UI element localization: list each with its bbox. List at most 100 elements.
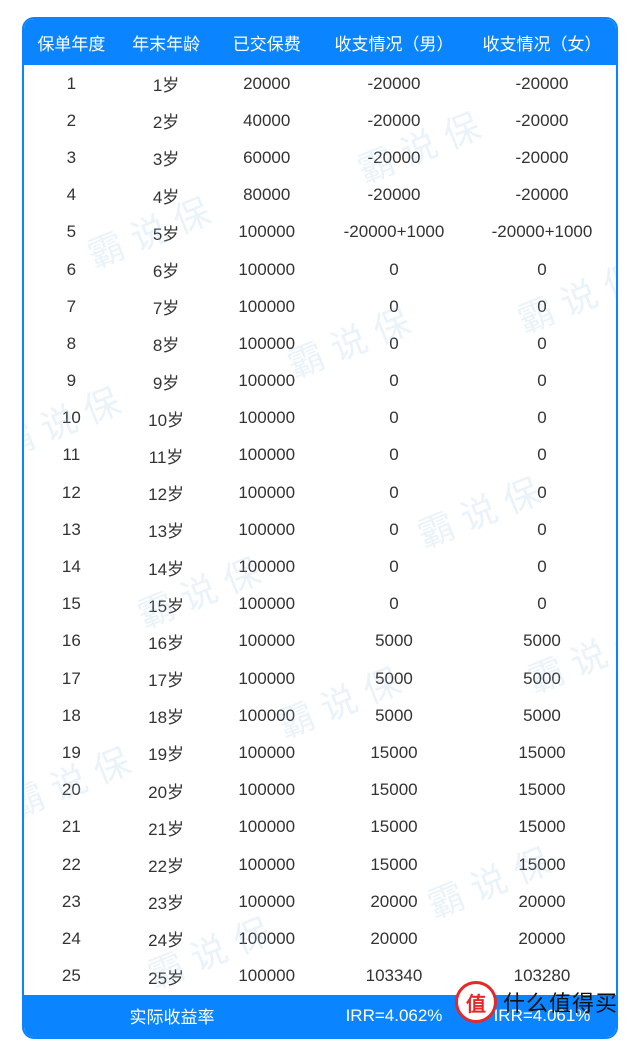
table-row: 1818岁10000050005000 bbox=[24, 697, 616, 734]
table-cell: 100000 bbox=[213, 297, 320, 317]
table-cell: 5000 bbox=[468, 631, 616, 651]
table-cell: 100000 bbox=[213, 445, 320, 465]
table-cell: 0 bbox=[468, 483, 616, 503]
footer-irr-male: IRR=4.062% bbox=[320, 1006, 468, 1026]
col-header-yearend-age: 年末年龄 bbox=[119, 30, 214, 55]
table-row: 1212岁10000000 bbox=[24, 474, 616, 511]
table-cell: 0 bbox=[468, 445, 616, 465]
table-cell: 8 bbox=[24, 334, 119, 354]
smzdm-logo-icon: 值 bbox=[455, 981, 497, 1023]
table-cell: 0 bbox=[320, 260, 468, 280]
table-cell: 7岁 bbox=[119, 294, 214, 319]
table-cell: 15 bbox=[24, 594, 119, 614]
table-row: 44岁80000-20000-20000 bbox=[24, 177, 616, 214]
table-row: 1010岁10000000 bbox=[24, 400, 616, 437]
table-cell: 11岁 bbox=[119, 443, 214, 468]
table-cell: 20000 bbox=[320, 892, 468, 912]
table-row: 99岁10000000 bbox=[24, 363, 616, 400]
table-cell: 100000 bbox=[213, 334, 320, 354]
table-cell: -20000+1000 bbox=[468, 222, 616, 242]
table-row: 1111岁10000000 bbox=[24, 437, 616, 474]
smzdm-brand-text: 什么值得买 bbox=[503, 986, 618, 1018]
table-cell: 2 bbox=[24, 111, 119, 131]
table-cell: 21岁 bbox=[119, 815, 214, 840]
table-cell: 16 bbox=[24, 631, 119, 651]
table-cell: 18岁 bbox=[119, 703, 214, 728]
table-cell: 9 bbox=[24, 371, 119, 391]
table-cell: -20000 bbox=[468, 148, 616, 168]
table-cell: 20000 bbox=[213, 74, 320, 94]
table-cell: 22 bbox=[24, 855, 119, 875]
table-cell: 16岁 bbox=[119, 629, 214, 654]
table-cell: 0 bbox=[320, 408, 468, 428]
table-cell: 10 bbox=[24, 408, 119, 428]
table-cell: 100000 bbox=[213, 631, 320, 651]
table-cell: -20000 bbox=[320, 185, 468, 205]
smzdm-badge[interactable]: 值 什么值得买 bbox=[455, 981, 618, 1023]
table-cell: 17岁 bbox=[119, 666, 214, 691]
table-cell: 100000 bbox=[213, 520, 320, 540]
table-cell: 0 bbox=[468, 557, 616, 577]
table-cell: -20000 bbox=[468, 74, 616, 94]
table-cell: 15岁 bbox=[119, 592, 214, 617]
table-cell: 5000 bbox=[320, 669, 468, 689]
table-cell: 20000 bbox=[468, 892, 616, 912]
table-cell: 0 bbox=[320, 483, 468, 503]
table-cell: 15000 bbox=[468, 855, 616, 875]
table-cell: 0 bbox=[320, 445, 468, 465]
table-cell: 10岁 bbox=[119, 406, 214, 431]
table-cell: 100000 bbox=[213, 260, 320, 280]
table-cell: 24 bbox=[24, 929, 119, 949]
table-cell: 100000 bbox=[213, 817, 320, 837]
table-cell: 17 bbox=[24, 669, 119, 689]
footer-label: 实际收益率 bbox=[24, 1003, 320, 1028]
table-row: 2222岁1000001500015000 bbox=[24, 846, 616, 883]
table-cell: 100000 bbox=[213, 371, 320, 391]
table-cell: -20000 bbox=[468, 111, 616, 131]
table-row: 2424岁1000002000020000 bbox=[24, 920, 616, 957]
table-cell: 1 bbox=[24, 74, 119, 94]
table-cell: 15000 bbox=[468, 817, 616, 837]
table-cell: -20000 bbox=[320, 111, 468, 131]
table-cell: 0 bbox=[320, 520, 468, 540]
table-cell: 21 bbox=[24, 817, 119, 837]
table-cell: 19 bbox=[24, 743, 119, 763]
table-cell: 14岁 bbox=[119, 555, 214, 580]
table-cell: 0 bbox=[468, 297, 616, 317]
table-cell: 0 bbox=[468, 334, 616, 354]
table-cell: 3岁 bbox=[119, 145, 214, 170]
table-cell: 15000 bbox=[320, 855, 468, 875]
table-cell: 0 bbox=[320, 334, 468, 354]
table-cell: 5000 bbox=[468, 706, 616, 726]
table-cell: 20 bbox=[24, 780, 119, 800]
table-row: 22岁40000-20000-20000 bbox=[24, 102, 616, 139]
table-cell: -20000+1000 bbox=[320, 222, 468, 242]
table-row: 77岁10000000 bbox=[24, 288, 616, 325]
table-cell: 0 bbox=[320, 371, 468, 391]
table-cell: 11 bbox=[24, 445, 119, 465]
table-cell: 100000 bbox=[213, 669, 320, 689]
table-row: 2121岁1000001500015000 bbox=[24, 809, 616, 846]
table-body: 霸 说 保霸 说 保霸 说 保霸 说 保霸 说 保霸 说 保霸 说 保霸 说 保… bbox=[24, 65, 616, 995]
table-cell: 23 bbox=[24, 892, 119, 912]
col-header-cashflow-female: 收支情况（女） bbox=[468, 30, 616, 55]
table-cell: 15000 bbox=[320, 743, 468, 763]
table-cell: 5 bbox=[24, 222, 119, 242]
table-row: 88岁10000000 bbox=[24, 325, 616, 362]
table-cell: 6 bbox=[24, 260, 119, 280]
table-cell: 15000 bbox=[320, 817, 468, 837]
table-cell: 100000 bbox=[213, 892, 320, 912]
table-cell: 3 bbox=[24, 148, 119, 168]
table-cell: 100000 bbox=[213, 483, 320, 503]
table-cell: 25岁 bbox=[119, 964, 214, 989]
col-header-policy-year: 保单年度 bbox=[24, 30, 119, 55]
table-cell: 0 bbox=[468, 408, 616, 428]
table-row: 1313岁10000000 bbox=[24, 511, 616, 548]
table-cell: 0 bbox=[320, 594, 468, 614]
table-cell: 0 bbox=[320, 297, 468, 317]
table-row: 1515岁10000000 bbox=[24, 586, 616, 623]
table-cell: 5000 bbox=[320, 631, 468, 651]
table-cell: 100000 bbox=[213, 966, 320, 986]
smzdm-logo-char: 值 bbox=[466, 988, 486, 1017]
table-cell: 13 bbox=[24, 520, 119, 540]
